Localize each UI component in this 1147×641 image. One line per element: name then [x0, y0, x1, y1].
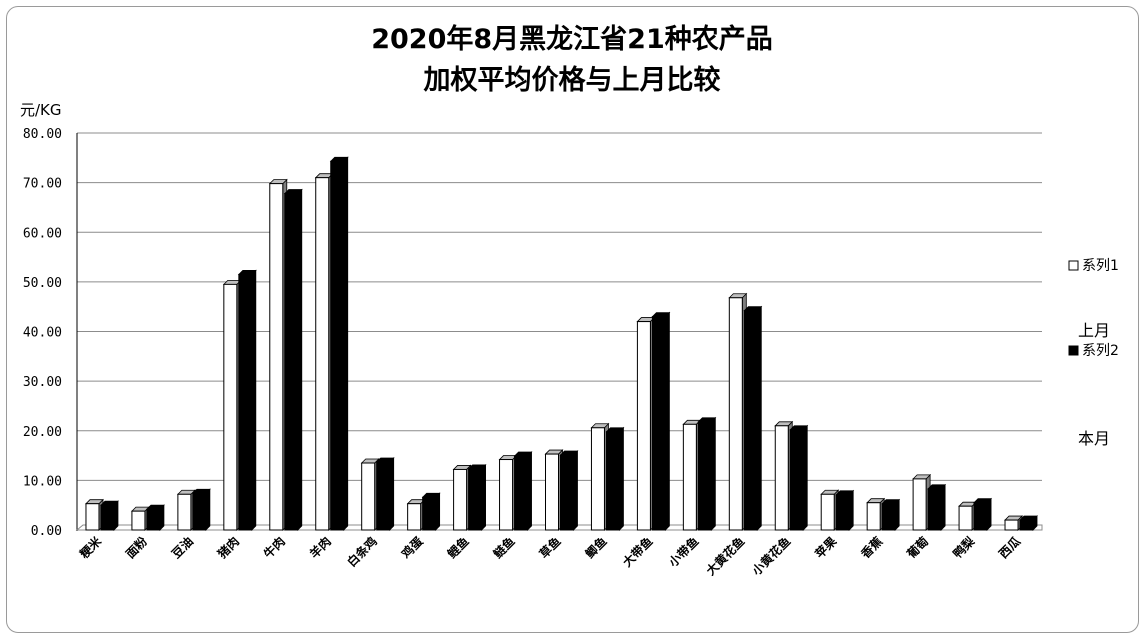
bar-series-1 [498, 454, 518, 531]
y-tick-label: 40.00 [23, 326, 62, 341]
x-tick-label: 草鱼 [536, 534, 564, 562]
legend: 系列1 上月 系列2 本月 [1068, 258, 1119, 448]
bar-series-1 [912, 473, 932, 531]
legend-label-series-2: 系列2 [1082, 343, 1119, 359]
x-tick-label: 鲫鱼 [582, 534, 610, 562]
y-tick-label: 80.00 [23, 127, 62, 142]
bar-series-1 [682, 419, 702, 531]
x-tick-label: 葡萄 [903, 534, 931, 562]
bar-series-1 [1004, 515, 1023, 531]
bar-series-2 [835, 489, 855, 531]
bar-series-2 [605, 426, 625, 531]
y-tick-label: 70.00 [23, 177, 62, 192]
bar-series-1 [958, 501, 978, 531]
bar-series-1 [406, 498, 426, 531]
x-tick-label: 大带鱼 [619, 534, 655, 570]
bar-series-1 [130, 506, 150, 531]
chart-floor [75, 524, 1043, 531]
bar-series-1 [820, 489, 840, 531]
bar-series-1 [452, 464, 472, 531]
x-tick-label: 小黄花鱼 [749, 534, 794, 579]
x-tick-label: 小带鱼 [665, 534, 701, 570]
bar-series-2 [145, 504, 165, 531]
bar-series-2 [237, 269, 257, 531]
y-tick-label: 20.00 [23, 425, 62, 440]
x-tick-label: 鲢鱼 [490, 534, 518, 562]
bar-series-2 [927, 483, 947, 531]
bar-series-1 [360, 458, 380, 531]
y-tick-label: 50.00 [23, 276, 62, 291]
bar-series-2 [743, 305, 763, 531]
bar-series-2 [375, 457, 395, 531]
bar-series-2 [191, 488, 211, 531]
bar-series-2 [559, 450, 579, 531]
x-tick-label: 鸭梨 [950, 534, 978, 562]
chart-frame [6, 6, 1139, 633]
legend-swatch-series-1 [1068, 260, 1079, 271]
bar-series-1 [544, 449, 564, 531]
bar-series-2 [881, 498, 901, 531]
bar-series-1 [866, 497, 886, 531]
x-tick-label: 西瓜 [996, 534, 1023, 561]
x-tick-label: 粳米 [76, 533, 105, 562]
bar-series-2 [100, 500, 119, 531]
x-tick-label: 牛肉 [260, 534, 288, 562]
bar-series-2 [697, 416, 717, 531]
bar-series-2 [513, 451, 533, 531]
bar-series-2 [329, 156, 349, 531]
bar-series-2 [789, 424, 809, 531]
chart-title-line-2: 加权平均价格与上月比较 [424, 64, 721, 96]
bar-series-2 [421, 492, 441, 531]
bar-series-2 [467, 463, 487, 531]
x-tick-label: 白条鸡 [344, 534, 380, 570]
x-tick-label: 豆油 [168, 534, 196, 562]
bars [85, 156, 1038, 531]
bar-series-1 [176, 489, 196, 531]
x-tick-label: 大黄花鱼 [703, 534, 748, 579]
bar-series-1 [636, 316, 656, 531]
y-tick-labels: 0.00 10.00 20.00 30.00 40.00 50.00 60.00 70.00 8… [23, 127, 62, 539]
y-tick-label: 30.00 [23, 375, 62, 390]
bar-series-1 [314, 172, 334, 531]
y-tick-label: 0.00 [31, 524, 62, 539]
bar-series-1 [268, 178, 288, 531]
legend-note-series-1: 上月 [1078, 321, 1110, 340]
bar-series-1 [222, 279, 242, 531]
x-tick-label: 鲤鱼 [443, 534, 471, 562]
y-tick-label: 10.00 [23, 474, 62, 489]
x-tick-label: 苹果 [812, 534, 840, 562]
x-tick-label: 面粉 [122, 534, 150, 562]
bar-series-1 [774, 420, 794, 531]
x-tick-label: 羊肉 [306, 534, 334, 562]
x-tick-label: 香蕉 [857, 534, 885, 562]
bar-series-1 [590, 422, 610, 531]
legend-label-series-1: 系列1 [1082, 258, 1119, 274]
bar-series-2 [1019, 515, 1038, 531]
category-labels: 粳米 面粉 豆油 猪肉 牛肉 羊肉 白条鸡 鸡蛋 鲤鱼 鲢鱼 草鱼 鲫鱼 大带鱼 小带鱼 大黄花鱼 小黄花鱼苹… [76, 533, 1023, 578]
bar-series-1 [85, 498, 104, 531]
y-axis-unit-label: 元/KG [20, 101, 62, 119]
bar-series-2 [283, 188, 303, 531]
legend-note-series-2: 本月 [1078, 429, 1110, 448]
bar-series-1 [728, 292, 748, 531]
x-tick-label: 鸡蛋 [397, 534, 425, 562]
bar-series-2 [651, 311, 671, 531]
legend-swatch-series-2 [1068, 345, 1079, 356]
y-tick-label: 60.00 [23, 226, 62, 241]
bar-series-2 [973, 497, 993, 531]
chart-title-line-1: 2020年8月黑龙江省21种农产品 [371, 23, 773, 55]
x-tick-label: 猪肉 [214, 534, 242, 562]
